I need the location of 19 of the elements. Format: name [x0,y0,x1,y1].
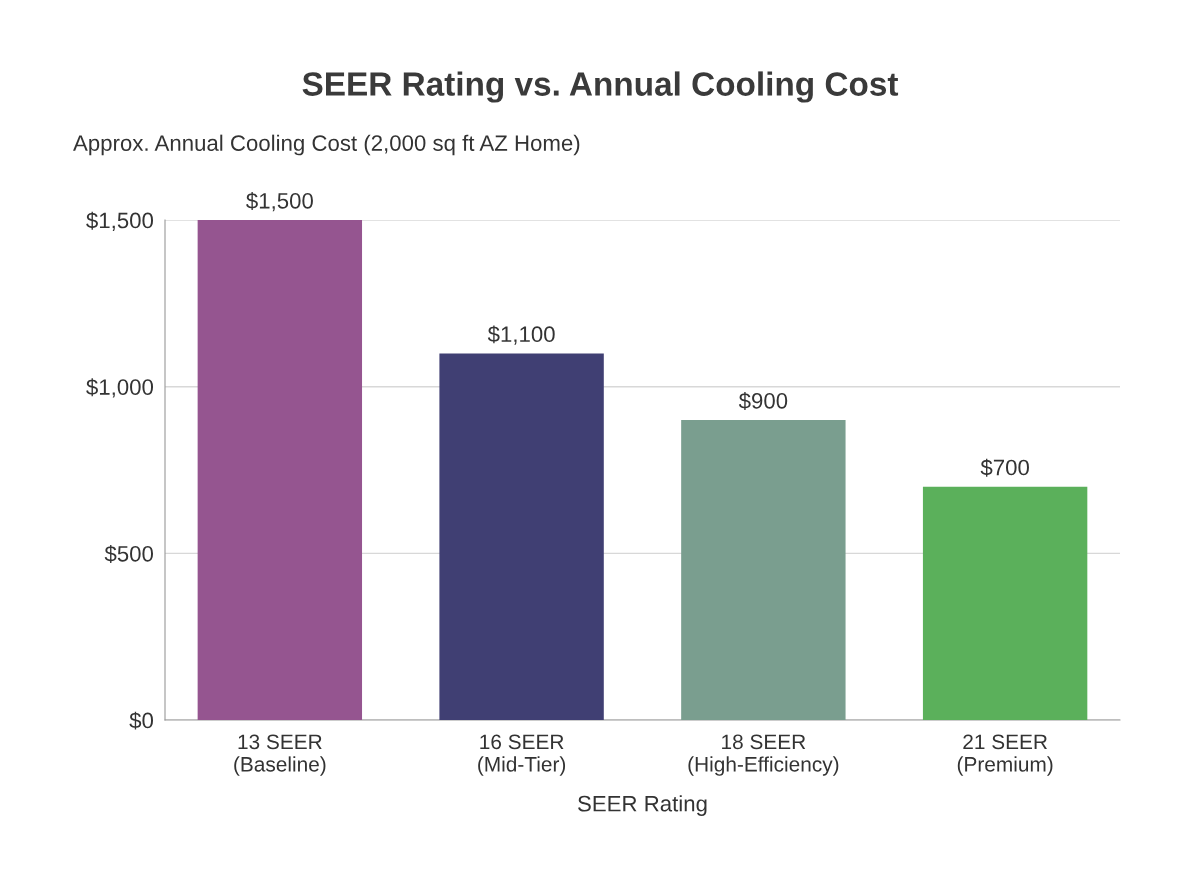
chart-title: SEER Rating vs. Annual Cooling Cost [302,71,899,103]
x-tick-label: 16 SEER (Mid-Tier) [478,734,566,776]
y-tick-label: $500 [104,544,154,563]
data-label: $700 [980,458,1029,477]
data-label: $900 [738,392,788,411]
y-axis-title: Approx. Annual Cooling Cost (2,000 sq ft AZ Home) [73,134,580,156]
x-tick-label: 18 SEER (High-Efficiency) [688,734,839,776]
bar [922,486,1088,721]
y-tick-label: $1,000 [86,378,154,398]
bar [197,220,363,721]
bar [681,420,846,721]
x-tick-label: 13 SEER (Baseline) [234,734,326,776]
y-tick-label: $0 [129,711,154,730]
x-tick-label: 21 SEER (Premium) [957,734,1053,776]
x-axis-title: SEER Rating [578,795,707,816]
y-tick-label: $1,500 [86,211,154,231]
data-label: $1,100 [487,325,555,345]
bar [439,353,604,721]
data-label: $1,500 [246,192,313,212]
